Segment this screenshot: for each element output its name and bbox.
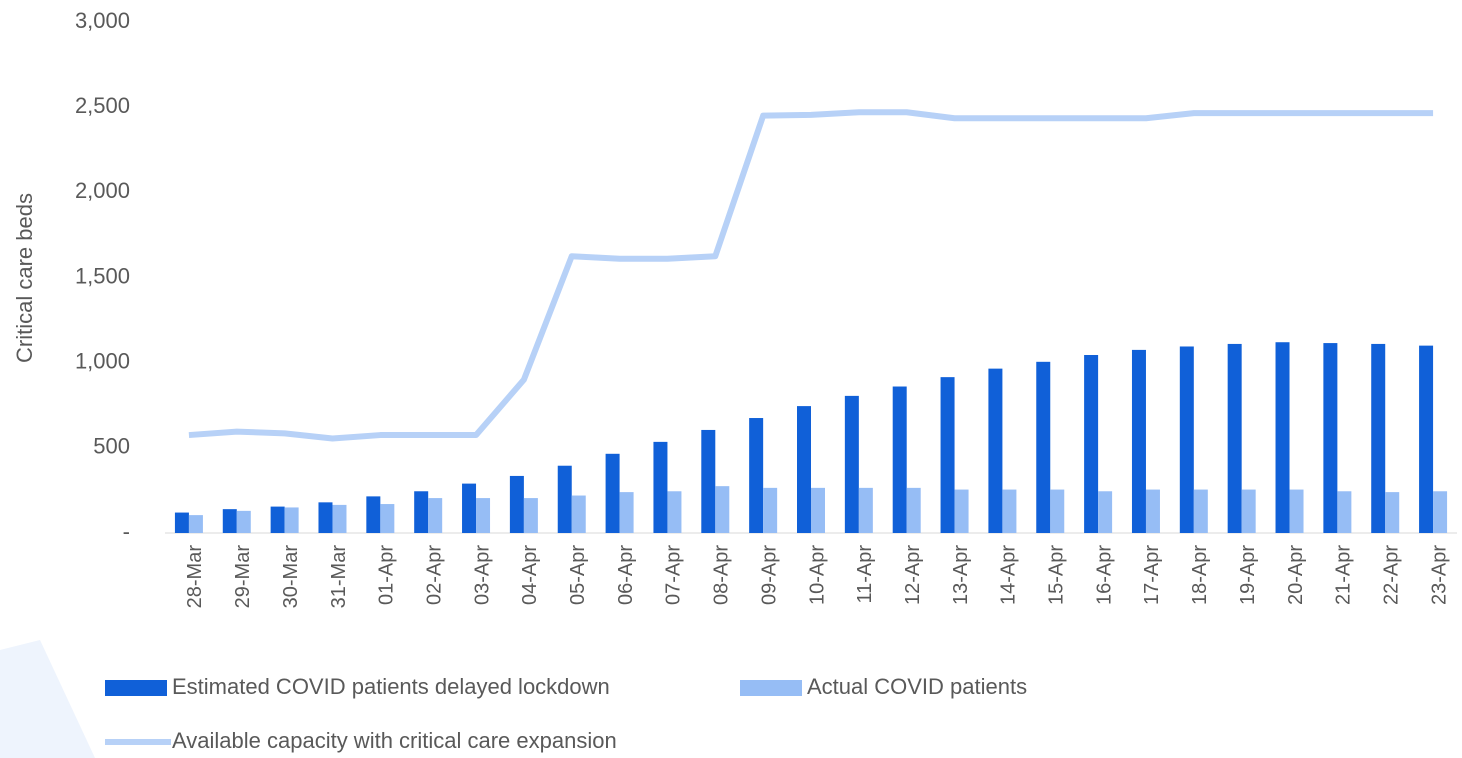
bar [1241, 489, 1256, 533]
bar [1227, 343, 1242, 533]
bar [557, 465, 572, 533]
bar [667, 491, 682, 533]
x-tick-label: 28-Mar [184, 545, 206, 609]
x-tick-label: 09-Apr [758, 545, 780, 605]
bar [509, 475, 524, 533]
bar [988, 368, 1003, 533]
x-tick-label: 30-Mar [280, 545, 302, 609]
bar [715, 486, 730, 533]
x-tick-label: 19-Apr [1237, 545, 1259, 605]
x-tick-label: 01-Apr [376, 545, 398, 605]
bar [1145, 489, 1160, 533]
x-tick-label: 12-Apr [902, 545, 924, 605]
legend-label: Actual COVID patients [807, 674, 1027, 699]
bar [940, 377, 955, 533]
y-tick-label: 1,500 [75, 263, 130, 288]
y-tick-label: - [123, 519, 130, 544]
bar [1036, 361, 1051, 533]
bar [892, 386, 907, 533]
legend-label: Estimated COVID patients delayed lockdow… [172, 674, 610, 699]
bar [380, 504, 395, 533]
bar [1179, 346, 1194, 533]
x-tick-label: 07-Apr [663, 545, 685, 605]
bar [571, 495, 586, 533]
bar [1337, 491, 1352, 533]
bar [906, 487, 921, 533]
bar [653, 441, 668, 533]
bar [797, 406, 811, 533]
bar [1131, 349, 1146, 533]
x-tick-label: 04-Apr [519, 545, 541, 605]
bar [1275, 342, 1290, 533]
legend-swatch [105, 680, 167, 696]
x-tick-label: 15-Apr [1046, 545, 1068, 605]
bar [174, 512, 189, 533]
bar [1323, 343, 1338, 533]
bar [284, 507, 299, 533]
bar [476, 498, 491, 533]
x-tick-label: 02-Apr [423, 545, 445, 605]
bar [1084, 355, 1099, 533]
bar [811, 487, 825, 533]
x-tick-label: 21-Apr [1333, 545, 1355, 605]
bar [701, 429, 716, 533]
bar [1289, 489, 1304, 533]
bar [414, 491, 429, 533]
bar [1385, 492, 1400, 533]
bar [523, 498, 538, 533]
x-tick-label: 23-Apr [1428, 545, 1450, 605]
bar [270, 506, 285, 533]
bar [1371, 343, 1386, 533]
legend-swatch [740, 680, 802, 696]
x-tick-label: 08-Apr [711, 545, 733, 605]
bar [858, 487, 873, 533]
x-tick-label: 10-Apr [806, 545, 828, 605]
x-tick-label: 06-Apr [615, 545, 637, 605]
x-tick-label: 17-Apr [1141, 545, 1163, 605]
bar [188, 515, 203, 533]
y-tick-label: 2,000 [75, 178, 130, 203]
x-tick-label: 29-Mar [232, 545, 254, 609]
x-tick-label: 18-Apr [1189, 545, 1211, 605]
y-axis-label: Critical care beds [12, 193, 37, 363]
x-tick-label: 13-Apr [950, 545, 972, 605]
bar [605, 453, 620, 533]
x-tick-label: 20-Apr [1285, 545, 1307, 605]
bar [428, 498, 443, 533]
line [188, 109, 1434, 442]
bar [954, 489, 969, 533]
bar [318, 502, 333, 533]
x-tick-label: 03-Apr [471, 545, 493, 605]
x-tick-label: 14-Apr [998, 545, 1020, 605]
bar [332, 504, 347, 533]
legend-label: Available capacity with critical care ex… [172, 728, 617, 753]
y-tick-label: 3,000 [75, 8, 130, 33]
bar [619, 492, 634, 533]
bar [462, 483, 477, 533]
x-tick-label: 31-Mar [328, 545, 350, 609]
bar [763, 487, 778, 533]
x-tick-label: 16-Apr [1093, 545, 1115, 605]
bar [1098, 491, 1113, 533]
bar [1419, 345, 1434, 533]
x-tick-label: 05-Apr [567, 545, 589, 605]
bar [844, 395, 859, 533]
bar [222, 509, 237, 533]
y-tick-label: 1,000 [75, 348, 130, 373]
x-tick-label: 22-Apr [1381, 545, 1403, 605]
bar [1433, 491, 1448, 533]
bar [749, 418, 764, 533]
bar [1193, 489, 1208, 533]
decoration [0, 640, 95, 758]
y-tick-label: 2,500 [75, 93, 130, 118]
x-tick-label: 11-Apr [854, 545, 876, 604]
bar [366, 496, 381, 533]
bar [236, 510, 251, 533]
y-tick-label: 500 [93, 434, 130, 459]
bar [1002, 489, 1017, 533]
bar [1050, 489, 1065, 533]
